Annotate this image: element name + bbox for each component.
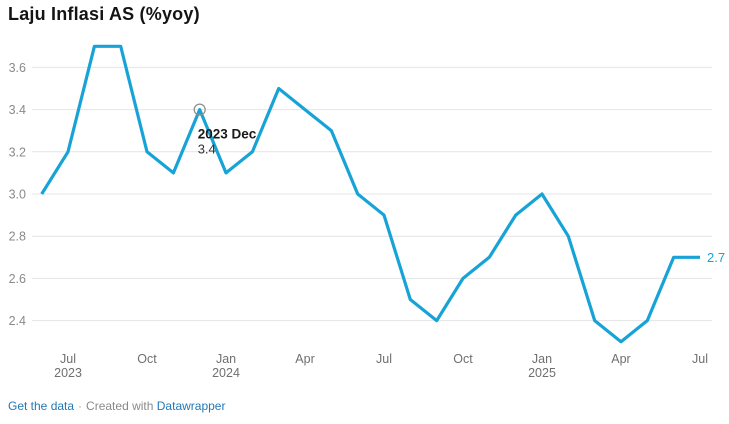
y-tick-label: 3.6 (9, 61, 26, 75)
annotation-marker-circle (193, 103, 206, 116)
x-tick-label: Jul (692, 352, 708, 366)
y-tick-label: 2.8 (9, 230, 26, 244)
get-the-data-link[interactable]: Get the data (8, 399, 75, 413)
x-tick-label: Jul (60, 352, 76, 366)
created-with-text: Created with (86, 399, 154, 413)
x-tick-year-label: 2025 (528, 366, 556, 380)
x-tick-label: Oct (137, 352, 157, 366)
x-tick-label: Apr (295, 352, 314, 366)
chart-footer: Get the data · Created with Datawrapper (8, 399, 225, 413)
y-tick-label: 3.4 (9, 103, 26, 117)
y-tick-label: 3.2 (9, 145, 26, 159)
y-tick-label: 2.4 (9, 314, 26, 328)
end-value-label: 2.7 (707, 250, 725, 265)
footer-separator: · (78, 399, 83, 413)
x-tick-year-label: 2023 (54, 366, 82, 380)
annotation-value-label: 3.4 (198, 142, 216, 157)
chart-title: Laju Inflasi AS (%yoy) (8, 4, 200, 24)
x-tick-year-label: 2024 (212, 366, 240, 380)
x-tick-label: Jul (376, 352, 392, 366)
datawrapper-link[interactable]: Datawrapper (156, 399, 226, 413)
annotation-date-label: 2023 Dec (198, 127, 257, 142)
inflation-trend-line[interactable] (40, 44, 700, 344)
y-tick-label: 2.6 (9, 272, 26, 286)
x-tick-label: Apr (611, 352, 630, 366)
x-tick-label: Jan (532, 352, 552, 366)
y-tick-label: 3.0 (9, 188, 26, 202)
x-tick-label: Jan (216, 352, 236, 366)
x-tick-label: Oct (453, 352, 473, 366)
